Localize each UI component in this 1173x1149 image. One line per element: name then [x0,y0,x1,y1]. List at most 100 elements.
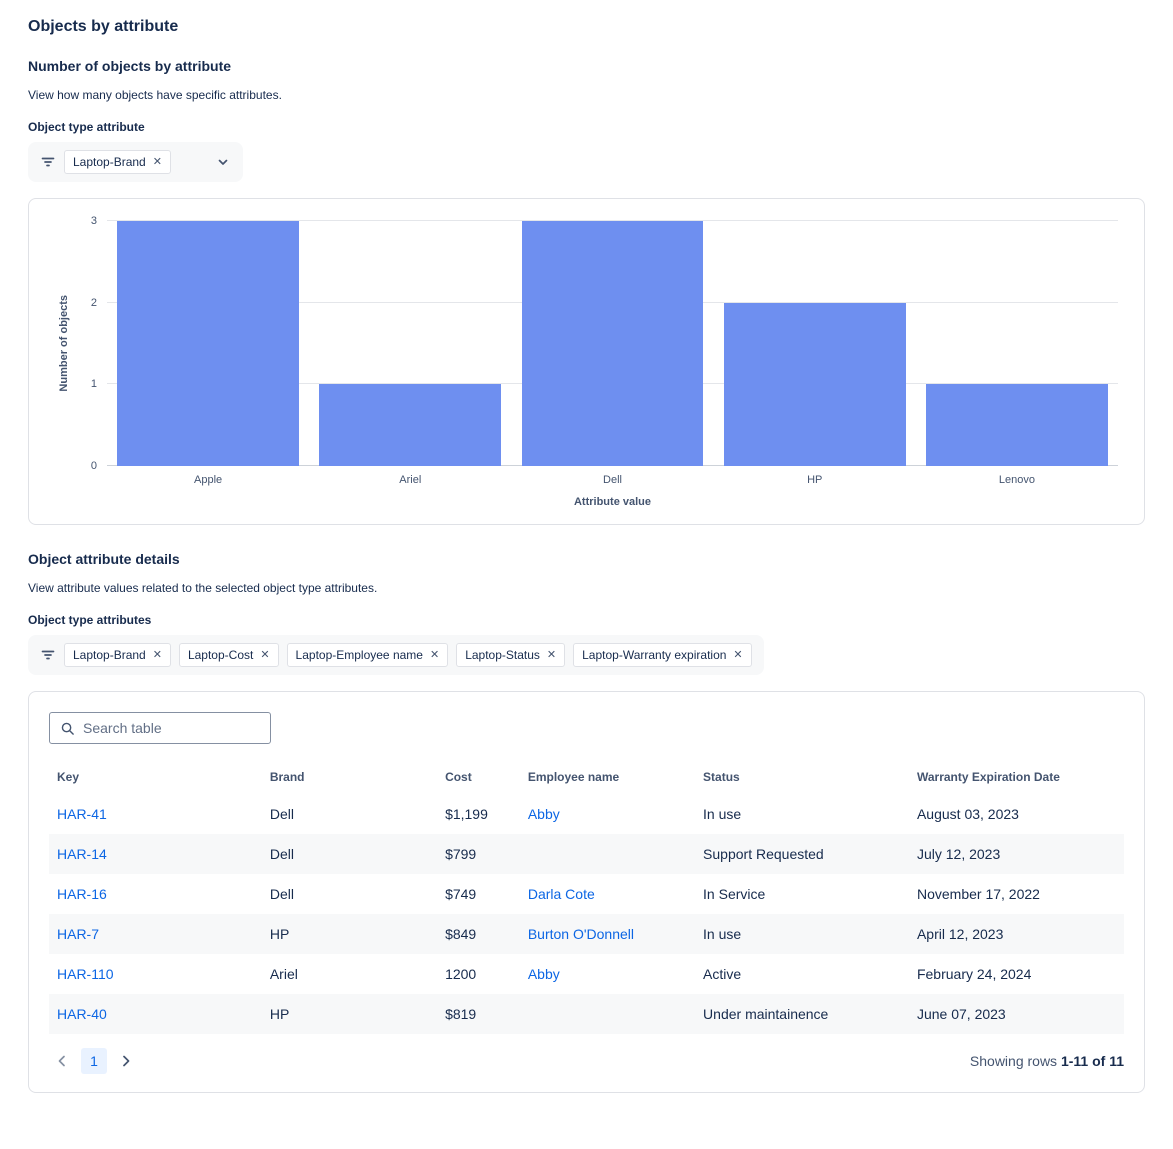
y-tick-label: 0 [90,460,97,472]
cell-cost: $1,199 [445,806,488,822]
column-header: Employee name [527,770,620,784]
next-page-button[interactable] [113,1048,139,1074]
search-input[interactable] [83,720,264,736]
filter-chip[interactable]: Laptop-Cost ✕ [178,643,279,667]
chip-remove-icon[interactable]: ✕ [152,648,162,661]
bar-slot [916,221,1118,466]
object-type-attributes-filter[interactable]: Laptop-Brand ✕ Laptop-Cost ✕ Laptop-Employee… [28,635,764,675]
y-axis-ticks: 0 1 2 3 [73,215,107,472]
chart-section-heading: Number of objects by attribute [28,58,232,74]
cell-warranty: June 07, 2023 [916,1006,1006,1022]
column-header: Warranty Expiration Date [916,770,1060,784]
table-row: HAR-110 Ariel 1200 Abby Active February 24, 2… [49,954,1124,994]
bar-dell [521,221,704,466]
cell-cost: $799 [445,846,477,862]
cell-status: In Service [703,886,766,902]
cell-warranty: April 12, 2023 [916,926,1004,942]
pagination: 1 [49,1048,139,1074]
cell-cost: 1200 [445,966,477,982]
page-number-1[interactable]: 1 [81,1048,107,1074]
cell-employee: Burton O'Donnell [520,914,695,954]
cell-key: HAR-16 [49,874,262,914]
cell-key: HAR-110 [49,954,262,994]
table-row: HAR-40 HP $819 Under maintainence June 07, 2… [49,994,1124,1034]
cell-brand: HP [269,1006,290,1022]
column-header: Cost [445,770,472,784]
employee-link[interactable]: Abby [527,806,560,822]
table-header-row: Key Brand Cost Employee name Status Warranty … [49,760,1124,794]
cell-brand: Dell [269,806,294,822]
bar-slot [107,221,309,466]
cell-warranty: August 03, 2023 [916,806,1019,822]
table-search[interactable] [49,712,271,744]
page-title: Objects by attribute [28,18,179,35]
x-category-label: Ariel [399,474,422,486]
filter-chip-label: Laptop-Status [465,648,540,662]
object-key-link[interactable]: HAR-41 [57,806,107,822]
filter-chip[interactable]: Laptop-Employee name ✕ [286,643,449,667]
cell-status: Support Requested [703,846,824,862]
object-key-link[interactable]: HAR-40 [57,1006,107,1022]
filter-chip-label: Laptop-Cost [187,648,254,662]
y-tick-label: 3 [90,215,97,227]
chart-filter-chips: Laptop-Brand ✕ [64,150,171,174]
cell-cost: $849 [445,926,477,942]
object-key-link[interactable]: HAR-110 [57,966,114,982]
object-key-link[interactable]: HAR-7 [57,926,100,942]
chip-remove-icon[interactable]: ✕ [733,648,743,661]
x-axis-category-labels: Apple Ariel Dell HP Lenovo [107,466,1118,486]
chip-remove-icon[interactable]: ✕ [260,648,270,661]
cell-brand: Dell [269,846,294,862]
filter-icon [40,154,56,170]
table-footer: 1 Showing rows 1-11 of 11 [49,1048,1124,1074]
chip-remove-icon[interactable]: ✕ [546,648,557,661]
filter-chip[interactable]: Laptop-Status ✕ [456,643,566,667]
search-icon [60,721,75,736]
filter-chip[interactable]: Laptop-Warranty expiration ✕ [573,643,752,667]
bar-ariel [319,384,502,466]
filter-chip[interactable]: Laptop-Brand ✕ [64,643,171,667]
x-axis-title: Attribute value [573,496,651,508]
chevron-down-icon[interactable] [215,154,231,170]
attribute-details-table: Key Brand Cost Employee name Status Warranty … [49,760,1124,1034]
object-type-attributes-label: Object type attributes [28,613,152,627]
object-type-attribute-filter[interactable]: Laptop-Brand ✕ [28,142,243,182]
employee-link[interactable]: Burton O'Donnell [527,926,635,942]
column-header: Brand [269,770,305,784]
bar-slot [511,221,713,466]
cell-warranty: November 17, 2022 [916,886,1040,902]
column-header: Status [703,770,740,784]
employee-link[interactable]: Abby [527,966,560,982]
previous-page-button[interactable] [49,1048,75,1074]
cell-warranty: February 24, 2024 [916,966,1032,982]
column-header: Key [57,770,80,784]
cell-brand: Dell [269,886,294,902]
cell-employee [520,834,695,874]
attribute-details-table-card: Key Brand Cost Employee name Status Warranty … [28,691,1145,1093]
cell-status: In use [703,926,742,942]
y-tick-label: 1 [90,378,97,391]
object-key-link[interactable]: HAR-14 [57,846,107,862]
cell-cost: $749 [445,886,477,902]
cell-cost: $819 [445,1006,477,1022]
x-category-label: Apple [194,474,223,486]
cell-employee: Darla Cote [520,874,695,914]
details-section-heading: Object attribute details [28,551,180,567]
table-row: HAR-14 Dell $799 Support Requested July 12, … [49,834,1124,874]
filter-chip-label: Laptop-Brand [73,155,146,169]
cell-key: HAR-41 [49,794,262,834]
gridline [107,220,1118,221]
object-key-link[interactable]: HAR-16 [57,886,107,902]
filter-chip[interactable]: Laptop-Brand ✕ [64,150,171,174]
rows-summary: Showing rows 1-11 of 11 [970,1053,1124,1069]
chip-remove-icon[interactable]: ✕ [152,155,162,168]
employee-link[interactable]: Darla Cote [527,886,595,902]
cell-employee [520,994,695,1034]
cell-employee: Abby [520,794,695,834]
bar-apple [117,221,300,466]
bar-hp [723,302,906,466]
filter-chip-label: Laptop-Warranty expiration [582,648,727,662]
bar-slot [309,221,511,466]
chip-remove-icon[interactable]: ✕ [429,648,440,661]
cell-brand: HP [269,926,290,942]
